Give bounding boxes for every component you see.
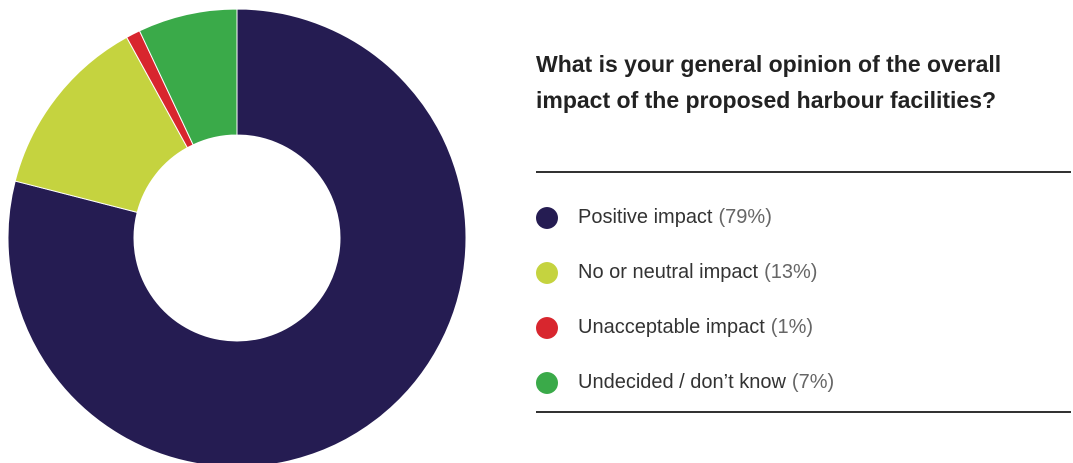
legend-swatch xyxy=(536,206,558,229)
legend-value: (7%) xyxy=(791,371,835,393)
legend-item: Undecided / don’t know (7%) xyxy=(536,355,1071,410)
legend-item: No or neutral impact (13%) xyxy=(536,245,1071,300)
legend-value: (13%) xyxy=(764,261,818,283)
divider xyxy=(536,171,1071,173)
divider xyxy=(536,411,1071,413)
donut-segment xyxy=(138,8,238,146)
legend-item: Positive impact (79%) xyxy=(536,190,1071,245)
legend-value: (79%) xyxy=(718,206,772,228)
legend: Positive impact (79%) No or neutral impact… xyxy=(536,190,1071,410)
legend-swatch xyxy=(536,261,558,284)
legend-item: Unacceptable impact (1%) xyxy=(536,300,1071,355)
chart-title: What is your general opinion of the over… xyxy=(536,51,1002,113)
legend-label: No or neutral impact xyxy=(578,261,759,283)
legend-label: Undecided / don’t know xyxy=(578,371,786,393)
donut-segment xyxy=(14,36,189,213)
legend-swatch xyxy=(536,371,558,394)
legend-label: Positive impact xyxy=(578,206,713,228)
legend-swatch xyxy=(536,316,558,339)
legend-label: Unacceptable impact xyxy=(578,316,765,338)
donut-chart xyxy=(7,8,467,463)
legend-value: (1%) xyxy=(770,316,814,338)
donut-segment xyxy=(7,8,467,463)
